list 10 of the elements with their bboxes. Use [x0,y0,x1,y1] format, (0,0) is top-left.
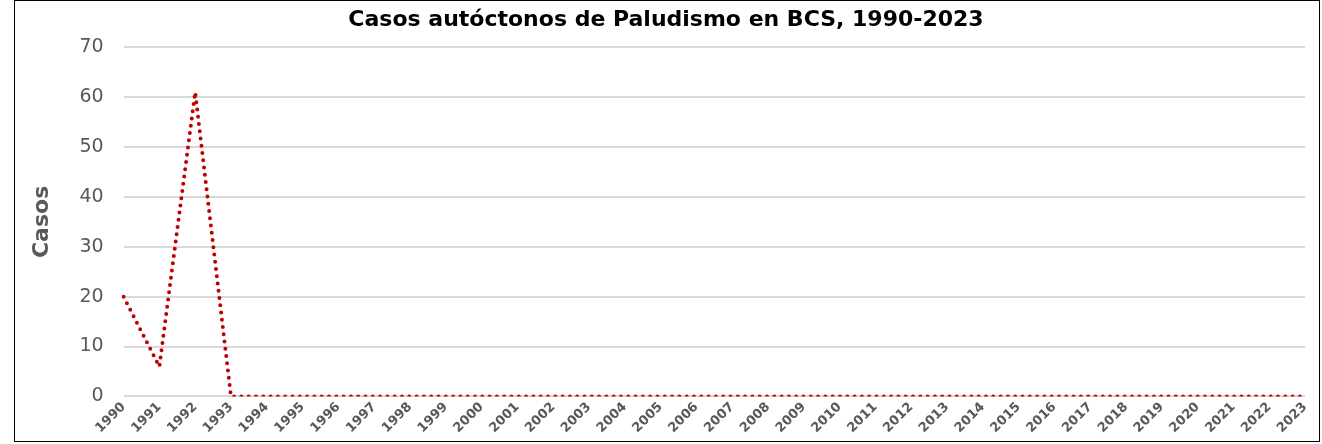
y-tick-label: 10 [79,333,104,356]
y-tick-label: 20 [79,283,104,306]
y-tick-label: 40 [79,183,104,206]
y-tick-label: 50 [79,134,104,157]
y-tick-label: 70 [79,34,104,57]
chart-title: Casos autóctonos de Paludismo en BCS, 1990-2023 [348,5,984,31]
y-tick-label: 0 [91,383,104,406]
y-tick-label: 30 [79,233,104,256]
y-axis-title: Casos [27,185,53,259]
y-tick-label: 60 [79,84,104,107]
